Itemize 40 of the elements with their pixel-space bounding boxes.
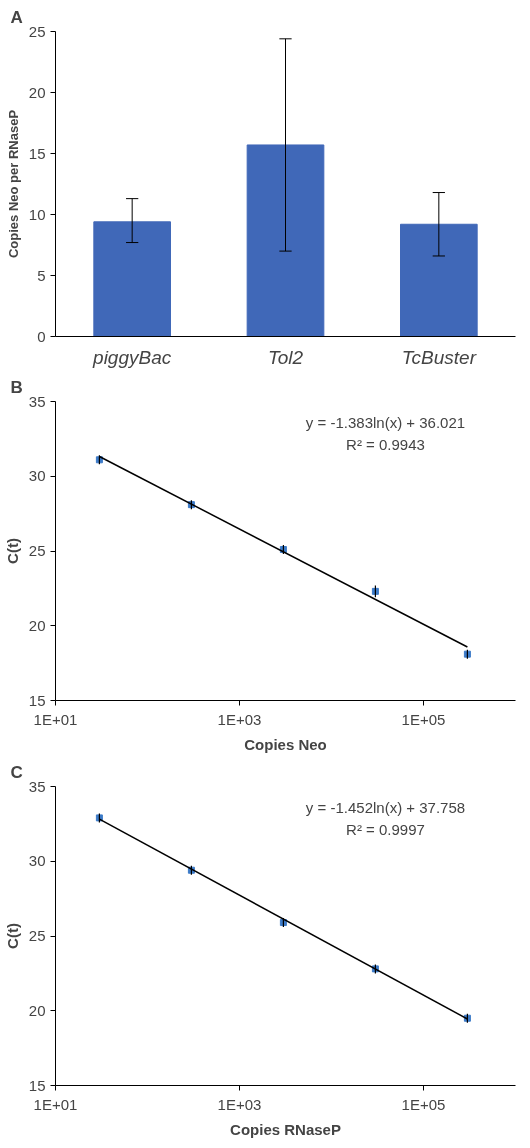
- chart-title: C: [10, 762, 23, 782]
- y-tick-label: 15: [28, 691, 46, 709]
- x-tick-label: 1E+01: [33, 710, 78, 728]
- y-tick-label: 20: [28, 83, 46, 101]
- x-tick-label: Tol2: [267, 346, 304, 368]
- y-tick-label: 25: [28, 542, 46, 559]
- y-axis-title: C(t): [3, 538, 21, 564]
- y-tick-label: 15: [28, 1076, 46, 1094]
- x-axis-title: Copies RNaseP: [230, 1120, 341, 1138]
- y-tick-label: 30: [28, 852, 46, 870]
- x-tick-label: 1E+05: [401, 710, 446, 728]
- y-axis-title: C(t): [3, 923, 21, 949]
- annotation: y = -1.452ln(x) + 37.758: [305, 798, 466, 816]
- x-axis-title: Copies Neo: [244, 735, 327, 753]
- y-tick-label: 25: [28, 927, 46, 944]
- y-tick-label: 10: [28, 205, 46, 223]
- chart-title: A: [10, 7, 23, 27]
- y-tick-label: 5: [37, 266, 46, 284]
- y-tick-label: 30: [28, 467, 46, 485]
- y-tick-label: 35: [28, 392, 46, 410]
- annotation: y = -1.383ln(x) + 36.021: [305, 413, 466, 431]
- y-tick-label: 25: [28, 22, 46, 40]
- y-axis-title: Copies Neo per RNaseP: [5, 109, 21, 259]
- bar: [246, 144, 325, 337]
- y-tick-label: 35: [28, 777, 46, 795]
- y-tick-label: 0: [37, 327, 46, 345]
- annotation: R² = 0.9943: [346, 435, 425, 453]
- annotation: R² = 0.9997: [346, 820, 425, 838]
- x-tick-label: TcBuster: [401, 346, 477, 368]
- x-tick-label: piggyBac: [92, 346, 172, 368]
- bar: [93, 221, 171, 337]
- y-tick-label: 20: [28, 616, 46, 634]
- y-tick-label: 15: [28, 144, 46, 162]
- x-tick-label: 1E+01: [33, 1095, 78, 1113]
- y-tick-label: 20: [28, 1001, 46, 1019]
- chart-title: B: [10, 377, 23, 397]
- x-tick-label: 1E+03: [217, 1095, 262, 1113]
- x-tick-label: 1E+03: [217, 710, 262, 728]
- x-tick-label: 1E+05: [401, 1095, 446, 1113]
- bar: [400, 223, 478, 337]
